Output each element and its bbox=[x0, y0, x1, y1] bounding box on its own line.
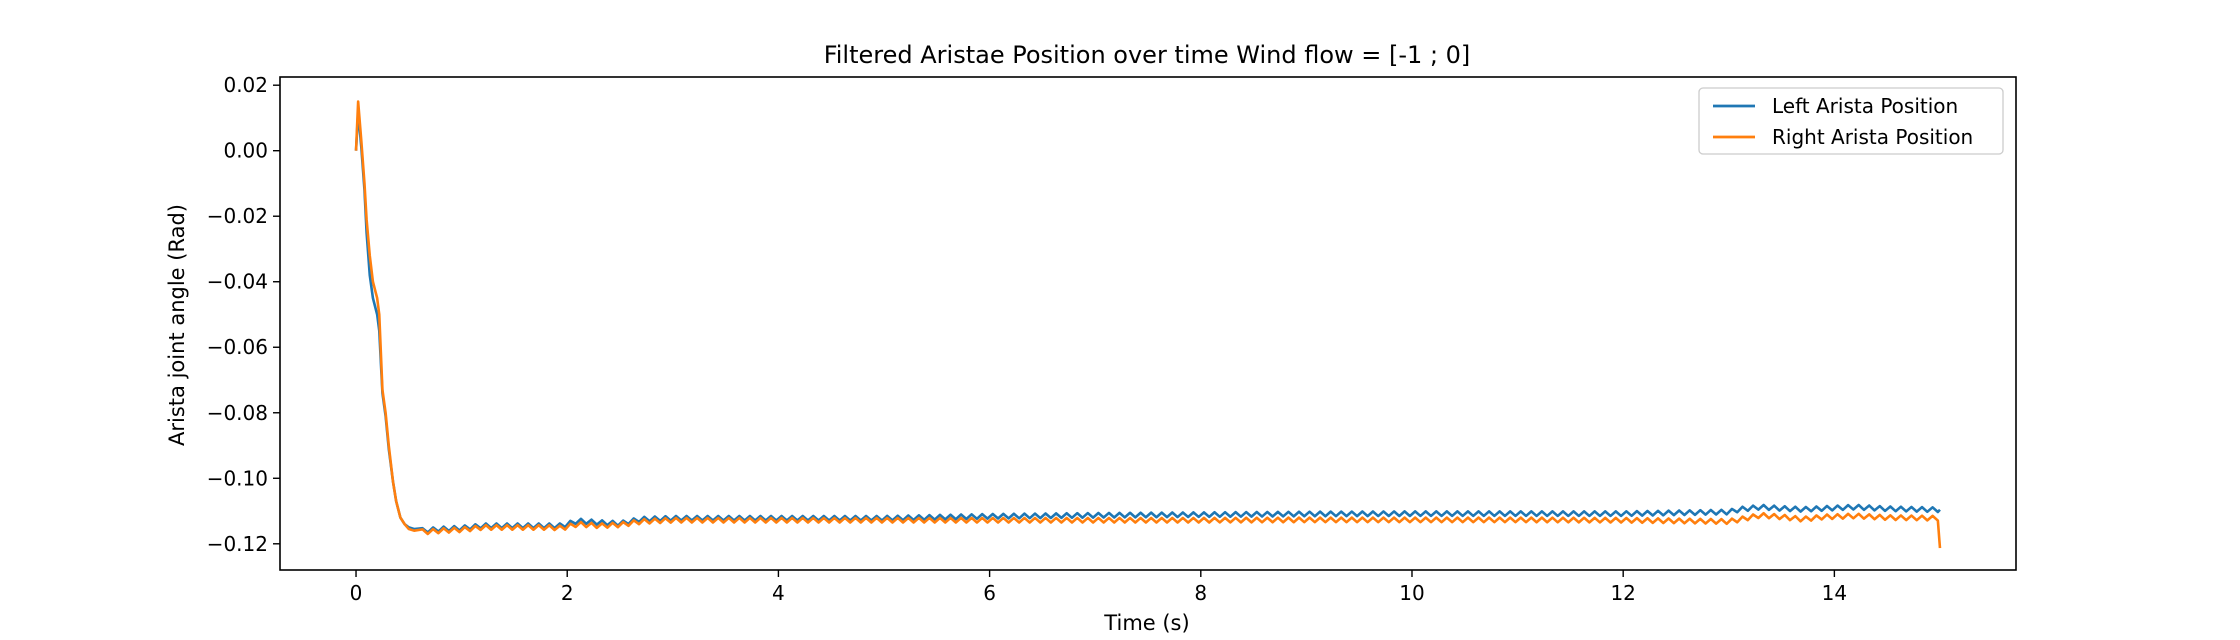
y-tick-label: 0.00 bbox=[223, 139, 268, 163]
y-tick-label: 0.02 bbox=[223, 73, 268, 97]
x-tick-label: 6 bbox=[983, 581, 996, 605]
y-axis-label: Arista joint angle (Rad) bbox=[165, 204, 189, 446]
series-left-arista-line bbox=[354, 110, 1941, 534]
y-tick-label: −0.02 bbox=[207, 204, 268, 228]
x-tick-label: 2 bbox=[561, 581, 574, 605]
series-right-arista-line bbox=[354, 100, 1942, 549]
x-tick-label: 14 bbox=[1822, 581, 1847, 605]
chart-title: Filtered Aristae Position over time Wind… bbox=[824, 41, 1471, 69]
x-axis: 0 2 4 6 8 10 12 14 bbox=[350, 570, 1847, 605]
y-tick-label: −0.08 bbox=[207, 401, 268, 425]
y-tick-label: −0.12 bbox=[207, 532, 268, 556]
legend: Left Arista Position Right Arista Positio… bbox=[1698, 87, 2004, 155]
legend-label: Right Arista Position bbox=[1772, 125, 1973, 149]
x-tick-label: 4 bbox=[772, 581, 785, 605]
x-axis-label: Time (s) bbox=[1103, 611, 1189, 635]
x-tick-label: 10 bbox=[1399, 581, 1424, 605]
y-tick-label: −0.06 bbox=[207, 335, 268, 359]
y-tick-label: −0.10 bbox=[207, 466, 268, 490]
x-tick-label: 0 bbox=[350, 581, 363, 605]
plot-area bbox=[354, 100, 1942, 549]
legend-label: Left Arista Position bbox=[1772, 94, 1958, 118]
legend-box bbox=[1698, 87, 2004, 155]
x-tick-label: 8 bbox=[1194, 581, 1207, 605]
y-tick-label: −0.04 bbox=[207, 270, 268, 294]
plot-frame bbox=[279, 76, 2017, 571]
x-tick-label: 12 bbox=[1610, 581, 1635, 605]
y-axis: 0.02 0.00 −0.02 −0.04 −0.06 −0.08 −0.10 −0.12 bbox=[207, 73, 280, 556]
